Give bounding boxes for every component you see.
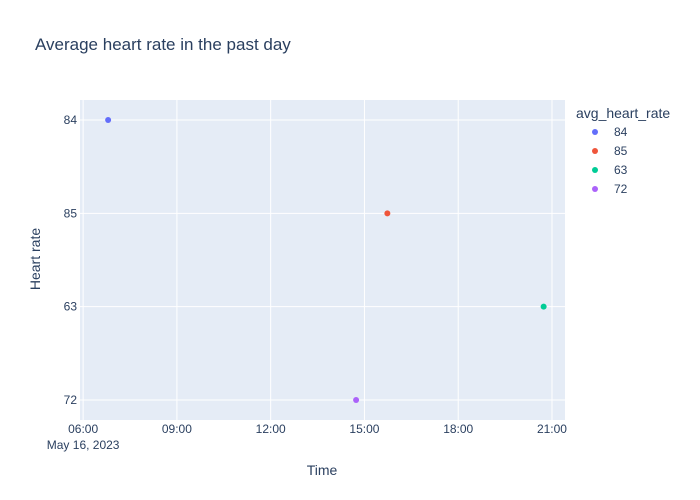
legend-marker <box>592 129 598 135</box>
plot-background <box>80 100 565 420</box>
x-axis-title: Time <box>307 462 338 478</box>
x-tick-label: 15:00 <box>349 422 379 436</box>
x-tick-label: 09:00 <box>162 422 192 436</box>
y-axis-ticks: 84 85 63 72 <box>64 113 78 407</box>
x-axis-ticks: 06:00 May 16, 2023 09:00 12:00 15:00 18:00 21:… <box>47 422 568 452</box>
legend-item-label[interactable]: 72 <box>614 182 628 196</box>
legend-marker <box>592 186 598 192</box>
data-point-84[interactable] <box>105 117 112 123</box>
y-tick-label: 63 <box>64 300 78 314</box>
x-tick-label: 12:00 <box>256 422 286 436</box>
data-point-72[interactable] <box>353 397 360 403</box>
y-tick-label: 72 <box>64 393 78 407</box>
legend-title: avg_heart_rate <box>576 105 670 121</box>
chart-title: Average heart rate in the past day <box>35 35 291 54</box>
x-tick-label: 06:00 <box>68 422 98 436</box>
legend-item-label[interactable]: 63 <box>614 163 628 177</box>
data-point-85[interactable] <box>384 210 391 217</box>
legend: 84 85 63 72 <box>592 125 628 196</box>
legend-marker <box>592 167 598 173</box>
x-tick-label: 21:00 <box>537 422 567 436</box>
legend-marker <box>592 148 598 154</box>
y-tick-label: 85 <box>64 206 78 220</box>
y-tick-label: 84 <box>64 113 78 127</box>
gridlines <box>80 100 565 420</box>
legend-item-label[interactable]: 84 <box>614 125 628 139</box>
data-point-63[interactable] <box>540 303 547 310</box>
x-tick-sublabel: May 16, 2023 <box>47 438 120 452</box>
x-tick-label: 18:00 <box>443 422 473 436</box>
legend-item-label[interactable]: 85 <box>614 144 628 158</box>
scatter-points <box>105 117 547 403</box>
y-axis-title: Heart rate <box>27 228 43 290</box>
